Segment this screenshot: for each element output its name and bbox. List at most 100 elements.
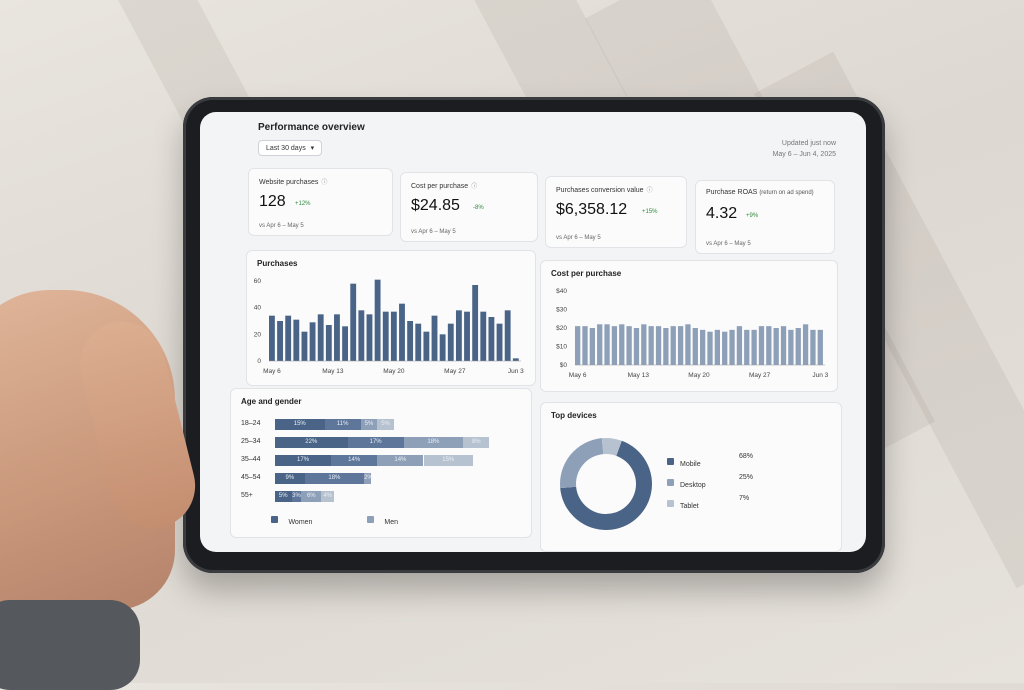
legend-item-women[interactable]: Women bbox=[271, 511, 317, 528]
chart-bar[interactable] bbox=[611, 326, 618, 365]
age-gender-segment[interactable]: 14% bbox=[377, 455, 424, 466]
chart-bar[interactable] bbox=[795, 328, 801, 365]
age-gender-segment[interactable]: 15% bbox=[423, 455, 473, 466]
age-gender-segment[interactable]: 17% bbox=[347, 437, 404, 448]
chart-bar[interactable] bbox=[714, 329, 720, 365]
chart-bar[interactable] bbox=[810, 329, 816, 365]
age-gender-segment[interactable]: 8% bbox=[463, 437, 490, 448]
chart-bar[interactable] bbox=[407, 321, 414, 361]
age-gender-segment[interactable]: 5% bbox=[377, 419, 394, 430]
chart-bar[interactable] bbox=[382, 311, 389, 361]
info-icon[interactable]: ⓘ bbox=[321, 180, 328, 186]
device-legend-item[interactable]: Desktop 25% bbox=[667, 474, 817, 495]
chart-bar[interactable] bbox=[342, 326, 349, 361]
kpi-card-conversion-value[interactable]: Purchases conversion value ⓘ $6,358.12 +1… bbox=[545, 176, 687, 248]
chart-bar[interactable] bbox=[744, 329, 750, 365]
chart-bar[interactable] bbox=[317, 314, 324, 361]
chart-bar[interactable] bbox=[455, 310, 462, 361]
chart-bar[interactable] bbox=[277, 321, 283, 361]
chart-bar[interactable] bbox=[736, 326, 743, 365]
chart-bar[interactable] bbox=[648, 326, 654, 365]
chart-bar[interactable] bbox=[633, 328, 640, 365]
chart-bar[interactable] bbox=[641, 324, 647, 365]
chart-bar[interactable] bbox=[766, 326, 772, 365]
age-gender-segment[interactable]: 18% bbox=[403, 437, 464, 448]
chart-bar[interactable] bbox=[670, 326, 676, 365]
donut-slice[interactable] bbox=[560, 440, 652, 530]
chart-bar[interactable] bbox=[447, 323, 454, 361]
chart-bar[interactable] bbox=[589, 328, 595, 365]
chart-bar[interactable] bbox=[604, 324, 610, 365]
device-legend-item[interactable]: Tablet 7% bbox=[667, 495, 817, 516]
device-legend-item[interactable]: Mobile 68% bbox=[667, 453, 817, 474]
chart-bar[interactable] bbox=[374, 279, 381, 361]
chart-bar[interactable] bbox=[758, 326, 765, 365]
age-gender-segment[interactable]: 18% bbox=[304, 473, 365, 484]
chart-bar[interactable] bbox=[597, 324, 603, 365]
date-range-dropdown[interactable]: Last 30 days ▾ bbox=[258, 140, 323, 156]
chart-bar[interactable] bbox=[575, 326, 581, 365]
chart-bar[interactable] bbox=[488, 317, 495, 361]
age-gender-segment[interactable]: 5% bbox=[360, 419, 378, 430]
chart-bar[interactable] bbox=[802, 324, 809, 365]
chart-bar[interactable] bbox=[269, 315, 275, 361]
chart-bar[interactable] bbox=[773, 328, 779, 365]
chart-bar[interactable] bbox=[350, 283, 357, 361]
chart-bar[interactable] bbox=[415, 323, 422, 361]
kpi-card-cost-per-purchase[interactable]: Cost per purchase ⓘ $24.85 -8% vs Apr 6 –… bbox=[400, 172, 538, 242]
kpi-card-purchase-roas[interactable]: Purchase ROAS (return on ad spend) 4.32 … bbox=[695, 180, 835, 254]
chart-bar[interactable] bbox=[677, 326, 684, 365]
age-gender-segment[interactable]: 4% bbox=[321, 491, 335, 502]
donut-slice[interactable] bbox=[601, 438, 622, 456]
info-icon[interactable]: ⓘ bbox=[471, 184, 478, 190]
chart-bar[interactable] bbox=[700, 329, 706, 365]
age-gender-segment[interactable]: 15% bbox=[275, 419, 325, 430]
kpi-card-website-purchases[interactable]: Website purchases ⓘ 128 +12% vs Apr 6 – M… bbox=[248, 168, 393, 236]
chart-bar[interactable] bbox=[390, 311, 397, 361]
age-gender-segment[interactable]: 3% bbox=[291, 491, 302, 502]
chart-bar[interactable] bbox=[472, 285, 479, 361]
chart-bar[interactable] bbox=[817, 329, 823, 365]
chart-bar[interactable] bbox=[399, 303, 405, 361]
chart-bar[interactable] bbox=[685, 324, 691, 365]
chart-bar[interactable] bbox=[301, 331, 308, 361]
age-gender-segment[interactable]: 17% bbox=[275, 455, 332, 466]
chart-bar[interactable] bbox=[325, 325, 332, 361]
chart-bar[interactable] bbox=[582, 326, 588, 365]
chart-bar[interactable] bbox=[707, 331, 713, 365]
chart-bar[interactable] bbox=[480, 311, 487, 361]
donut-slice[interactable] bbox=[560, 438, 604, 489]
chart-bar[interactable] bbox=[358, 310, 365, 361]
age-gender-segment[interactable]: 5% bbox=[275, 491, 292, 502]
age-gender-segment[interactable]: 6% bbox=[301, 491, 322, 502]
chart-bar[interactable] bbox=[496, 323, 503, 361]
chart-bar[interactable] bbox=[729, 329, 735, 365]
chart-bar[interactable] bbox=[431, 315, 438, 361]
chart-bar[interactable] bbox=[464, 311, 470, 361]
chart-bar[interactable] bbox=[366, 314, 373, 361]
chart-bar[interactable] bbox=[788, 329, 794, 365]
chart-bar[interactable] bbox=[780, 326, 787, 365]
chart-bar[interactable] bbox=[334, 314, 340, 361]
chart-bar[interactable] bbox=[692, 328, 698, 365]
chart-bar[interactable] bbox=[655, 326, 662, 365]
chart-bar[interactable] bbox=[619, 324, 625, 365]
chart-bar[interactable] bbox=[663, 328, 669, 365]
chart-bar[interactable] bbox=[512, 358, 519, 361]
age-gender-segment[interactable]: 9% bbox=[275, 473, 305, 484]
chart-bar[interactable] bbox=[439, 334, 446, 361]
chart-bar[interactable] bbox=[309, 322, 316, 361]
chart-bar[interactable] bbox=[751, 329, 757, 365]
chart-bar[interactable] bbox=[293, 319, 300, 361]
chart-bar[interactable] bbox=[504, 310, 511, 361]
age-gender-segment[interactable]: 22% bbox=[275, 437, 348, 448]
legend-item-men[interactable]: Men bbox=[366, 511, 398, 528]
chart-bar[interactable] bbox=[722, 331, 728, 365]
age-gender-segment[interactable]: 2% bbox=[364, 473, 373, 484]
chart-bar[interactable] bbox=[285, 315, 292, 361]
info-icon[interactable]: ⓘ bbox=[646, 188, 653, 194]
chart-bar[interactable] bbox=[626, 326, 632, 365]
chart-bar[interactable] bbox=[423, 331, 430, 361]
age-gender-segment[interactable]: 11% bbox=[324, 419, 361, 430]
age-gender-segment[interactable]: 14% bbox=[331, 455, 378, 466]
